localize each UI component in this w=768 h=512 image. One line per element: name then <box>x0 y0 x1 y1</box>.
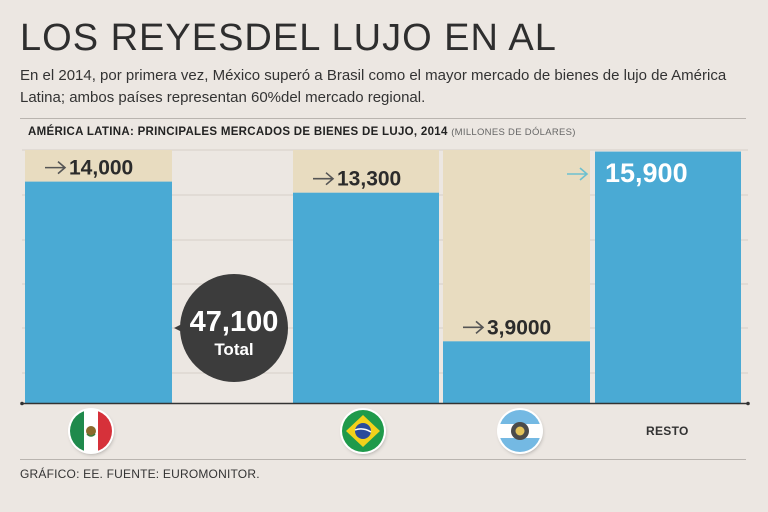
x-axis <box>20 401 750 406</box>
total-bubble: 47,100 Total <box>174 274 288 382</box>
data-label: 15,900 <box>605 158 688 188</box>
arrow-icon <box>567 167 589 181</box>
background-band <box>25 150 172 182</box>
bar <box>595 151 741 403</box>
page-subtitle: En el 2014, por primera vez, México supe… <box>20 67 727 106</box>
bar <box>293 192 439 403</box>
background-bands <box>25 150 590 342</box>
bar <box>25 181 172 403</box>
chart-title: AMÉRICA LATINA: PRINCIPALES MERCADOS DE … <box>28 126 576 138</box>
total-label: Total <box>214 340 253 359</box>
bar <box>443 341 590 403</box>
axis-end-dot <box>746 401 750 406</box>
mexico-flag-icon <box>70 410 112 452</box>
chart-title-text: AMÉRICA LATINA: PRINCIPALES MERCADOS DE … <box>28 126 448 138</box>
chart-units: (MILLONES DE DÓLARES) <box>451 127 576 138</box>
data-label: 3,9000 <box>487 316 551 339</box>
total-value: 47,100 <box>190 306 279 338</box>
value-labels: 14,000 13,300 3,9000 15,900 <box>45 157 688 339</box>
page-title: LOS REYESDEL LUJO EN AL <box>20 17 557 59</box>
data-label: 13,300 <box>337 168 401 191</box>
total-circle <box>180 274 288 382</box>
resto-label: RESTO <box>646 424 689 438</box>
source-footer: GRÁFICO: EE. FUENTE: EUROMONITOR. <box>20 467 260 481</box>
divider <box>20 118 746 119</box>
bars <box>25 151 741 403</box>
background-band <box>293 150 439 193</box>
brazil-flag-icon <box>342 410 384 452</box>
background-band <box>443 150 590 342</box>
divider <box>20 459 746 460</box>
arrow-icon <box>45 161 67 175</box>
arrow-icon <box>313 172 335 186</box>
data-label: 14,000 <box>69 157 133 180</box>
arrow-icon <box>463 320 485 334</box>
axis-end-dot <box>20 401 24 406</box>
argentina-flag-icon <box>499 410 541 452</box>
